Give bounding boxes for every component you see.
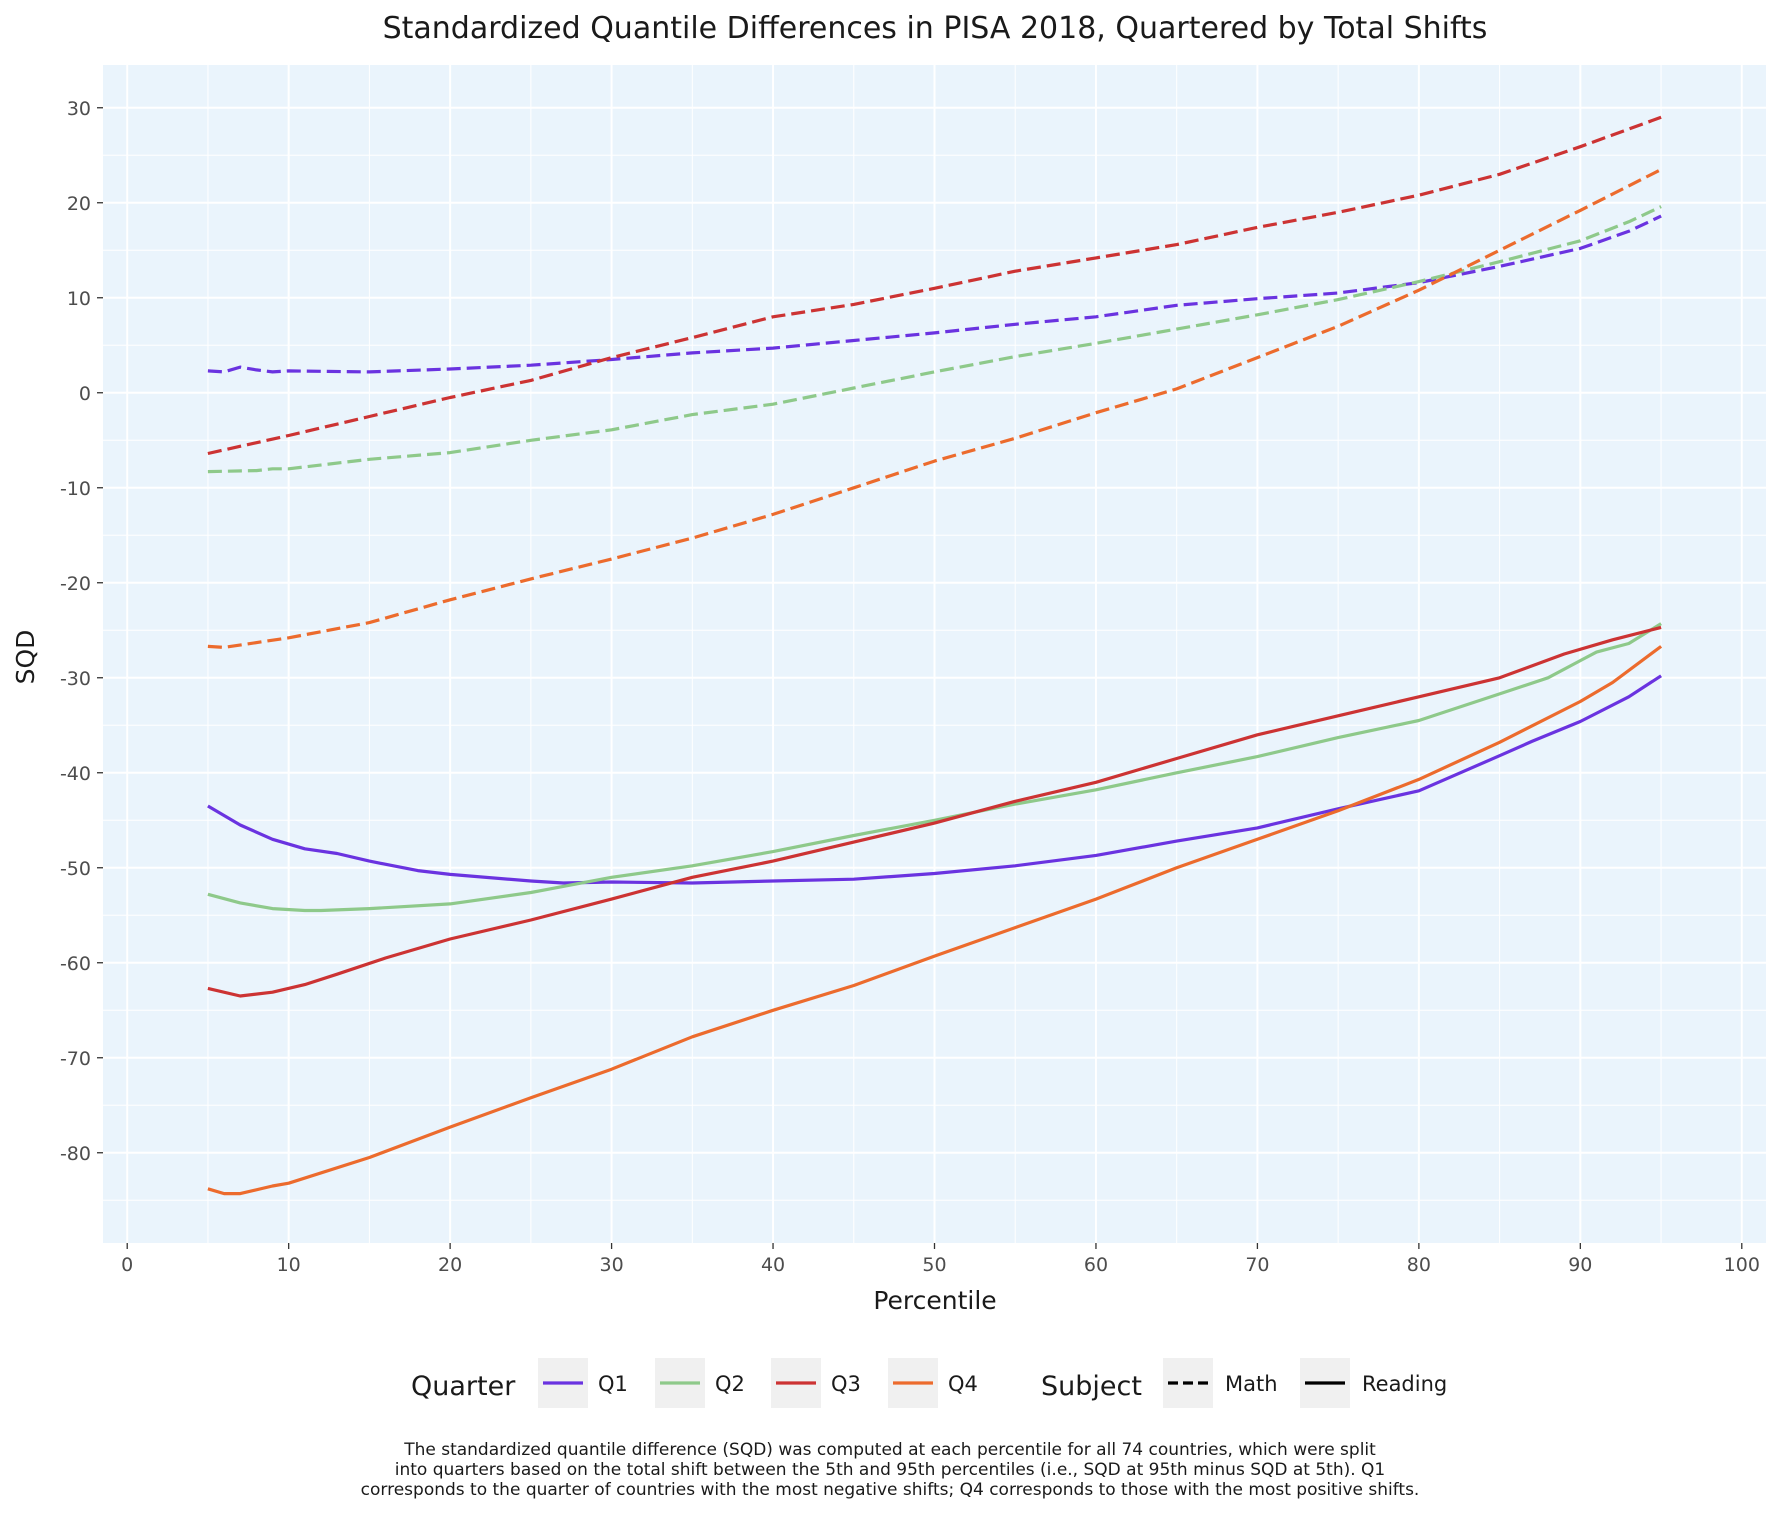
y-tick-label: 20: [67, 193, 91, 215]
legend-title-quarter: Quarter: [411, 1371, 516, 1402]
y-tick-label: -40: [60, 763, 91, 785]
series-line-q3-math: [207, 115, 1662, 456]
legend-label-q4: Q4: [948, 1372, 978, 1396]
legend-subject-items: Math Reading: [1163, 1358, 1447, 1408]
x-tick-label: 50: [922, 1254, 946, 1276]
x-axis-title: Percentile: [873, 1286, 996, 1315]
series-line-q2-reading: [207, 622, 1662, 913]
y-tick-label: -10: [60, 478, 91, 500]
y-tick-label: 0: [79, 383, 91, 405]
y-tick-label: -80: [60, 1143, 91, 1165]
x-tick-label: 90: [1568, 1254, 1592, 1276]
x-tick-label: 30: [599, 1254, 623, 1276]
y-axis-tick-labels: 30 20 10 0 -10 -20 -30 -40 -50 -60 -70 -80: [60, 98, 91, 1165]
caption-line: corresponds to the quarter of countries …: [360, 1480, 1420, 1500]
y-tick-label: -70: [60, 1048, 91, 1070]
y-axis-title: SQD: [11, 630, 40, 685]
y-tick-label: -50: [60, 858, 91, 880]
x-tick-label: 80: [1407, 1254, 1431, 1276]
series-lines: [207, 115, 1663, 1196]
y-tick-label: 30: [67, 98, 91, 120]
series-line-q4-math: [207, 168, 1662, 649]
legend-label-reading: Reading: [1362, 1372, 1447, 1396]
legend-label-q2: Q2: [715, 1372, 745, 1396]
y-tick-label: -30: [60, 668, 91, 690]
series-line-q1-math: [207, 214, 1662, 374]
legend: Quarter Q1 Q2 Q3 Q4 Subject Math Reading: [411, 1358, 1447, 1408]
legend-label-math: Math: [1225, 1372, 1278, 1396]
x-tick-label: 0: [121, 1254, 133, 1276]
figure-caption: The standardized quantile difference (SQ…: [290, 1440, 1490, 1500]
x-axis-tick-labels: 0 10 20 30 40 50 60 70 80 90 100: [121, 1254, 1760, 1276]
y-tick-label: 10: [67, 288, 91, 310]
chart-title: Standardized Quantile Differences in PIS…: [383, 11, 1488, 46]
legend-label-q1: Q1: [598, 1372, 628, 1396]
legend-title-subject: Subject: [1041, 1371, 1142, 1402]
x-tick-label: 100: [1724, 1254, 1760, 1276]
legend-label-q3: Q3: [831, 1372, 861, 1396]
x-tick-label: 70: [1245, 1254, 1269, 1276]
x-tick-label: 40: [761, 1254, 785, 1276]
caption-line: into quarters based on the total shift b…: [394, 1460, 1386, 1480]
y-tick-label: -60: [60, 953, 91, 975]
y-tick-label: -20: [60, 573, 91, 595]
major-gridlines: [103, 65, 1766, 1243]
legend-quarter-items: Q1 Q2 Q3 Q4: [538, 1358, 978, 1408]
caption-line: The standardized quantile difference (SQ…: [404, 1440, 1376, 1460]
series-line-q3-reading: [207, 625, 1662, 998]
series-line-q1-reading: [207, 674, 1662, 885]
series-line-q4-reading: [207, 645, 1663, 1196]
x-tick-label: 60: [1084, 1254, 1108, 1276]
axis-ticks: [97, 107, 1743, 1249]
x-tick-label: 10: [277, 1254, 301, 1276]
x-tick-label: 20: [438, 1254, 462, 1276]
